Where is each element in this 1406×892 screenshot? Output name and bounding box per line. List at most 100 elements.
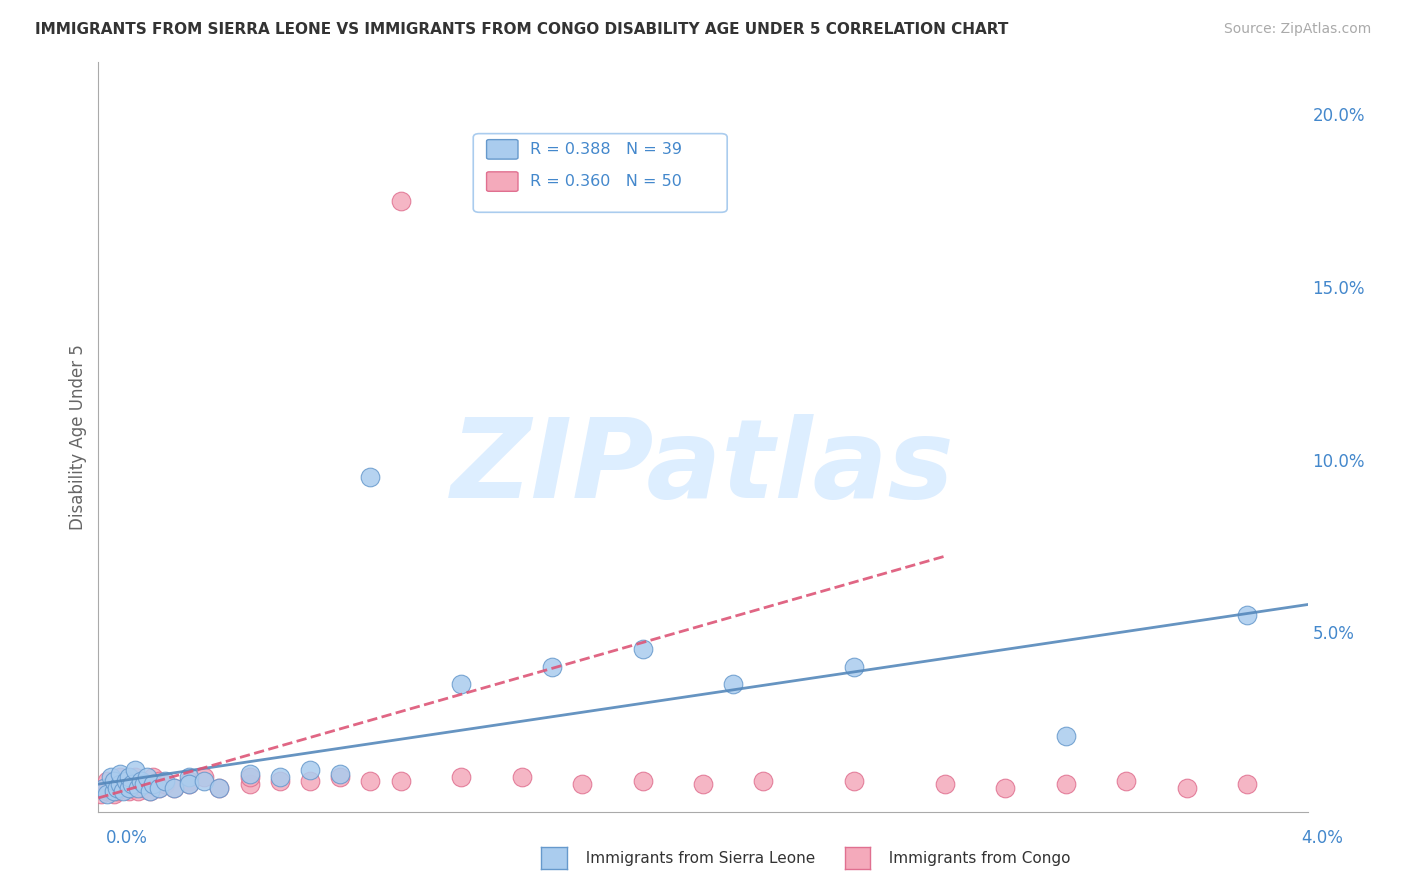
Point	[1054, 729, 1077, 743]
Text: 0.0%: 0.0%	[105, 829, 148, 847]
Point	[142, 777, 165, 791]
Point	[114, 773, 136, 788]
Point	[299, 764, 322, 778]
Point	[179, 777, 201, 791]
Point	[93, 780, 115, 795]
Point	[239, 770, 262, 784]
Point	[510, 770, 533, 784]
Point	[132, 780, 155, 795]
Point	[631, 773, 654, 788]
Y-axis label: Disability Age Under 5: Disability Age Under 5	[69, 344, 87, 530]
FancyBboxPatch shape	[486, 140, 517, 159]
FancyBboxPatch shape	[474, 134, 727, 212]
Point	[108, 777, 131, 791]
Point	[142, 770, 165, 784]
Point	[239, 777, 262, 791]
Point	[135, 770, 157, 784]
Point	[1054, 777, 1077, 791]
Point	[1236, 607, 1258, 622]
Point	[239, 766, 262, 780]
Point	[163, 780, 186, 795]
Point	[1175, 780, 1198, 795]
Point	[571, 777, 593, 791]
Point	[111, 780, 134, 795]
Point	[105, 784, 128, 798]
Point	[100, 780, 122, 795]
Point	[114, 773, 136, 788]
Point	[153, 777, 176, 791]
Point	[540, 659, 562, 673]
Text: Immigrants from Sierra Leone: Immigrants from Sierra Leone	[576, 851, 815, 865]
Point	[692, 777, 714, 791]
Point	[148, 773, 170, 788]
Point	[179, 773, 201, 788]
Point	[179, 770, 201, 784]
Point	[111, 784, 134, 798]
Point	[118, 780, 141, 795]
FancyBboxPatch shape	[486, 172, 517, 191]
Point	[124, 770, 146, 784]
Point	[360, 773, 382, 788]
Text: R = 0.388   N = 39: R = 0.388 N = 39	[530, 142, 682, 157]
Point	[148, 780, 170, 795]
Point	[163, 780, 186, 795]
Point	[135, 777, 157, 791]
Text: R = 0.360   N = 50: R = 0.360 N = 50	[530, 174, 682, 189]
Point	[450, 770, 472, 784]
Point	[103, 784, 125, 798]
Point	[934, 777, 956, 791]
Text: IMMIGRANTS FROM SIERRA LEONE VS IMMIGRANTS FROM CONGO DISABILITY AGE UNDER 5 COR: IMMIGRANTS FROM SIERRA LEONE VS IMMIGRAN…	[35, 22, 1008, 37]
Text: Immigrants from Congo: Immigrants from Congo	[879, 851, 1070, 865]
Point	[269, 773, 291, 788]
Point	[139, 784, 162, 798]
Point	[103, 777, 125, 791]
Point	[100, 770, 122, 784]
Point	[96, 788, 118, 802]
Point	[844, 659, 866, 673]
Point	[329, 770, 352, 784]
Text: Source: ZipAtlas.com: Source: ZipAtlas.com	[1223, 22, 1371, 37]
Point	[994, 780, 1017, 795]
Point	[118, 777, 141, 791]
Point	[127, 784, 149, 798]
Point	[269, 770, 291, 784]
Text: 4.0%: 4.0%	[1301, 829, 1343, 847]
Point	[121, 777, 143, 791]
Point	[329, 766, 352, 780]
Point	[108, 770, 131, 784]
Point	[193, 773, 215, 788]
Point	[129, 773, 152, 788]
Point	[1236, 777, 1258, 791]
Point	[450, 677, 472, 691]
Point	[139, 784, 162, 798]
Point	[723, 677, 745, 691]
Point	[93, 780, 115, 795]
Point	[148, 780, 170, 795]
Point	[118, 770, 141, 784]
Point	[132, 777, 155, 791]
Point	[96, 773, 118, 788]
Point	[1115, 773, 1137, 788]
Point	[153, 773, 176, 788]
Point	[108, 766, 131, 780]
Point	[103, 788, 125, 802]
Point	[193, 770, 215, 784]
Point	[752, 773, 775, 788]
Point	[631, 642, 654, 657]
Point	[389, 194, 412, 208]
Text: ZIPatlas: ZIPatlas	[451, 414, 955, 521]
Point	[208, 780, 231, 795]
Point	[90, 788, 112, 802]
Point	[118, 784, 141, 798]
Point	[360, 470, 382, 484]
Point	[179, 777, 201, 791]
Point	[124, 764, 146, 778]
Point	[127, 780, 149, 795]
Point	[389, 773, 412, 788]
Point	[844, 773, 866, 788]
Point	[121, 780, 143, 795]
Point	[299, 773, 322, 788]
Point	[129, 773, 152, 788]
Point	[105, 780, 128, 795]
Point	[96, 784, 118, 798]
